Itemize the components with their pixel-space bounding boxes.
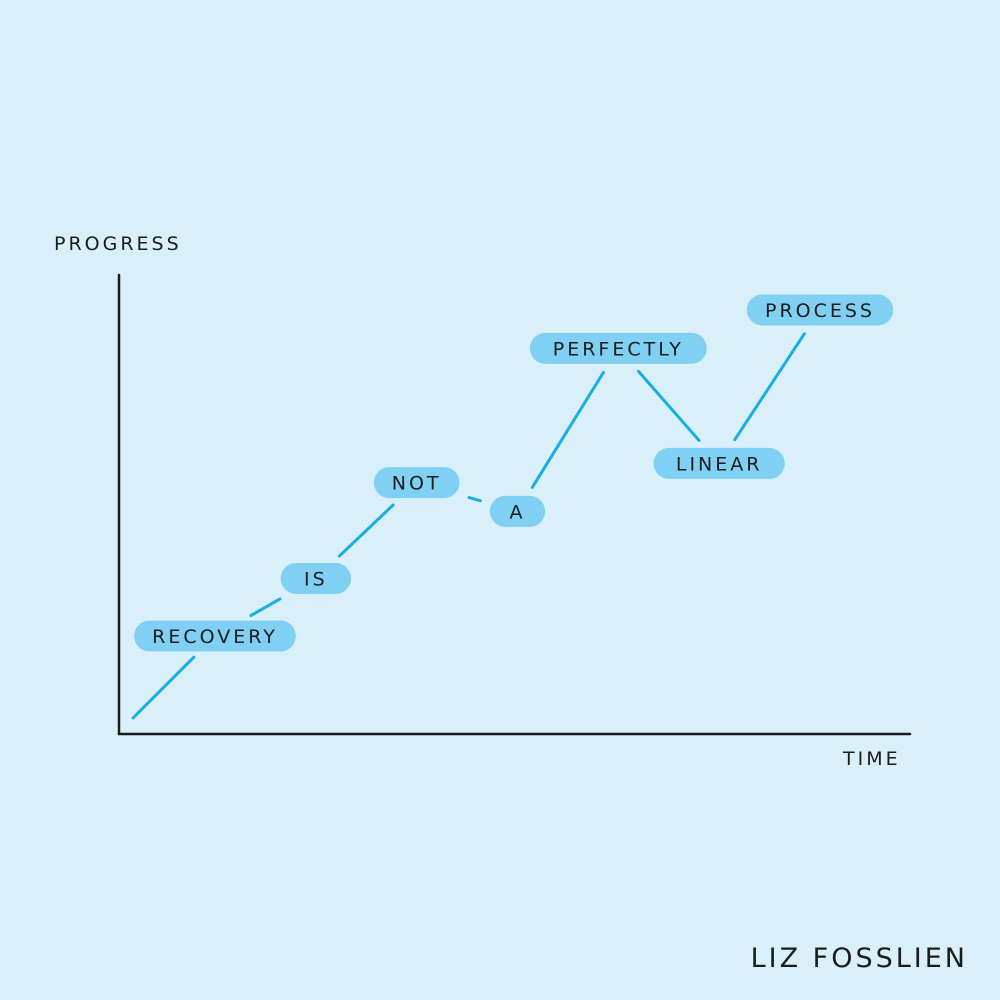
data-point bbox=[489, 495, 546, 527]
data-point bbox=[529, 332, 707, 364]
series-segment bbox=[249, 597, 282, 618]
data-label: PERFECTLY bbox=[553, 338, 684, 360]
word-pill-is: IS bbox=[280, 562, 352, 594]
series-segment bbox=[733, 332, 806, 442]
word-pill-linear: LINEAR bbox=[653, 447, 785, 479]
data-label: RECOVERY bbox=[152, 626, 278, 648]
word-pill-perfectly: PERFECTLY bbox=[529, 332, 707, 364]
data-point bbox=[653, 447, 785, 479]
word-labels: RECOVERY IS NOT A PERFECTLY LINEAR PROCESS bbox=[134, 294, 894, 652]
progress-series bbox=[131, 332, 806, 720]
data-label: NOT bbox=[392, 473, 442, 495]
data-label: A bbox=[510, 501, 526, 523]
word-pill-process: PROCESS bbox=[746, 294, 894, 326]
data-point bbox=[280, 562, 352, 594]
series-segment bbox=[637, 369, 701, 442]
data-label: IS bbox=[304, 568, 328, 590]
word-pill-recovery: RECOVERY bbox=[134, 620, 296, 652]
data-label: LINEAR bbox=[676, 453, 763, 475]
data-point bbox=[373, 467, 460, 499]
data-point bbox=[746, 294, 894, 326]
series-segment bbox=[467, 496, 482, 503]
word-pill-a: A bbox=[489, 495, 546, 527]
data-label: PROCESS bbox=[765, 300, 875, 322]
series-segment bbox=[337, 503, 395, 558]
x-axis-label: TIME bbox=[842, 748, 901, 770]
data-point bbox=[134, 620, 296, 652]
series-segment bbox=[530, 370, 605, 489]
y-axis-label: PROGRESS bbox=[54, 233, 182, 255]
series-segment-start bbox=[131, 655, 196, 720]
author-credit: LIZ FOSSLIEN bbox=[751, 943, 968, 974]
word-pill-not: NOT bbox=[373, 467, 460, 499]
